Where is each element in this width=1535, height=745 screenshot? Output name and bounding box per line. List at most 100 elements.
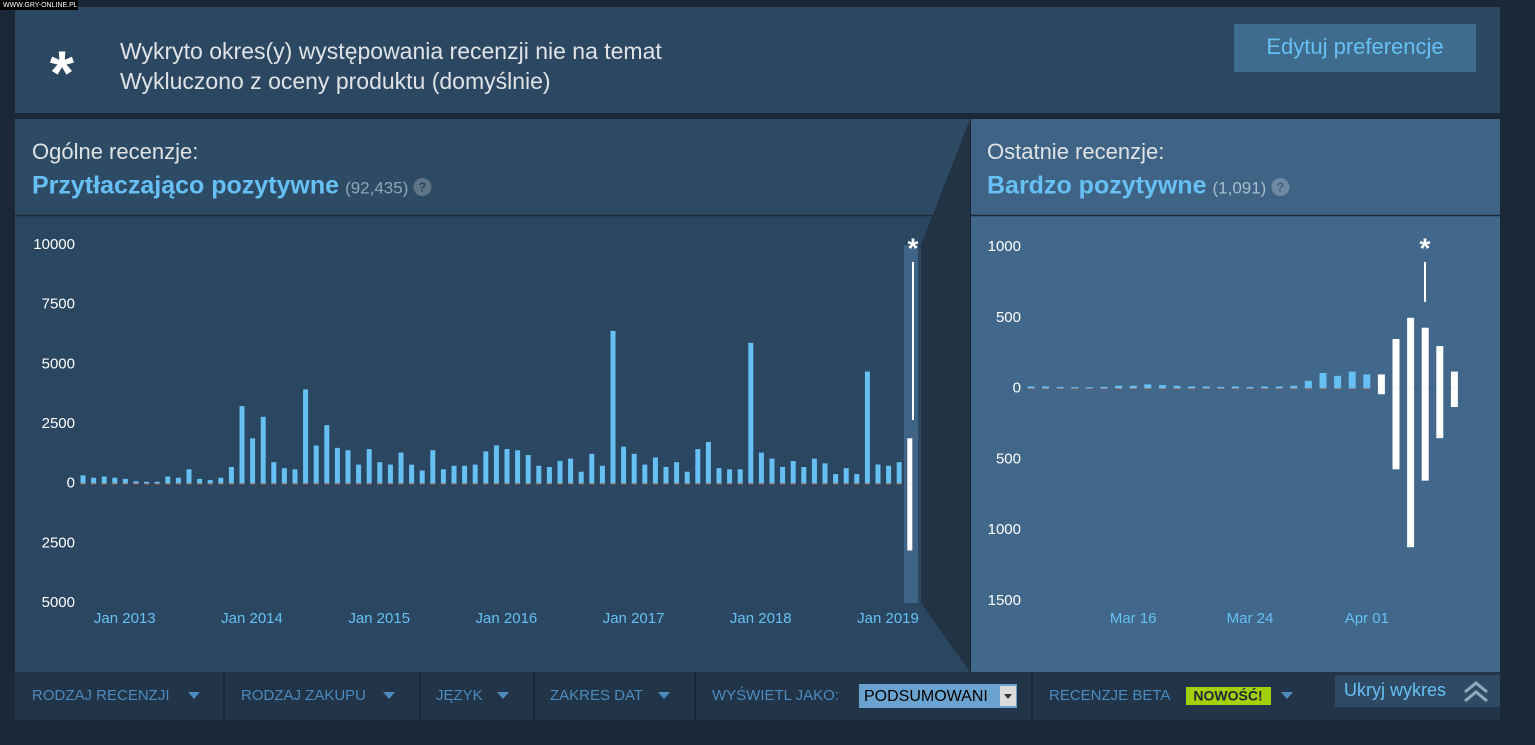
x-tick-label: Jan 2014 <box>221 610 283 627</box>
select-arrow[interactable] <box>1004 694 1012 699</box>
edit-button[interactable] <box>1234 24 1476 72</box>
bar <box>642 464 648 484</box>
dropdown-arrow[interactable] <box>1281 692 1293 699</box>
bar <box>525 455 531 484</box>
bar <box>1173 388 1181 390</box>
filter[interactable]: RODZAJ RECENZJI <box>32 687 170 704</box>
bar <box>250 438 256 484</box>
bar <box>1421 388 1429 481</box>
display-select[interactable] <box>859 684 1017 708</box>
bar <box>260 483 266 485</box>
bar <box>101 483 107 485</box>
bar <box>260 416 266 484</box>
bar <box>1056 388 1064 390</box>
select-clip: PODSUMOWANI <box>864 688 988 705</box>
bar <box>886 483 892 485</box>
bar <box>356 483 362 485</box>
help-icon[interactable] <box>413 178 432 196</box>
help-icon-label[interactable]: ? <box>1276 179 1284 194</box>
bar <box>91 477 97 484</box>
zoom-connector <box>921 119 970 672</box>
bar <box>1144 384 1152 389</box>
bar <box>557 460 563 484</box>
bar <box>377 462 383 484</box>
hide-chart-button[interactable] <box>1335 675 1500 707</box>
bar <box>493 483 499 485</box>
chevron[interactable] <box>1464 690 1488 703</box>
bar <box>462 483 468 485</box>
bar <box>896 462 902 484</box>
dropdown-arrow[interactable] <box>188 692 200 699</box>
bar <box>578 483 584 485</box>
bar <box>472 464 478 484</box>
bar <box>1100 386 1108 389</box>
dropdown-arrow[interactable] <box>658 692 670 699</box>
bar <box>822 483 828 485</box>
y-tick-label: 2500 <box>42 415 75 432</box>
bar <box>451 465 457 484</box>
bar <box>1436 388 1444 439</box>
hide-chart-label[interactable]: Ukryj wykres <box>1344 680 1446 700</box>
bar <box>536 483 542 485</box>
bar <box>663 466 669 484</box>
bar <box>356 464 362 484</box>
bar <box>165 483 171 485</box>
bar <box>833 483 839 485</box>
bar <box>1392 388 1400 470</box>
bar <box>313 445 319 484</box>
bar <box>324 483 330 485</box>
filter[interactable]: RODZAJ ZAKUPU <box>241 687 366 704</box>
bar <box>1377 374 1385 389</box>
bar <box>483 483 489 485</box>
bar <box>1261 388 1269 390</box>
bar <box>546 483 552 485</box>
bar <box>843 483 849 485</box>
y-tick-label: 5000 <box>42 594 75 611</box>
bar <box>907 483 913 551</box>
bar <box>1304 388 1312 390</box>
y-tick-label: 10000 <box>33 236 75 253</box>
y-tick-label: 5000 <box>42 355 75 372</box>
bar <box>1188 386 1196 389</box>
x-tick-label: Apr 01 <box>1345 610 1389 627</box>
bar <box>207 480 213 484</box>
bar <box>631 483 637 485</box>
bar <box>133 483 139 485</box>
dropdown-arrow[interactable] <box>497 692 509 699</box>
dropdown-arrow[interactable] <box>383 692 395 699</box>
chevron[interactable] <box>1464 681 1488 694</box>
bar <box>440 469 446 484</box>
bar <box>366 449 372 484</box>
bar <box>1392 339 1400 389</box>
bar <box>303 483 309 485</box>
bar <box>589 453 595 484</box>
bar <box>493 445 499 484</box>
bar <box>568 458 574 484</box>
bar <box>652 457 658 484</box>
display-value[interactable]: PODSUMOWANI <box>864 688 988 705</box>
filter[interactable]: ZAKRES DAT <box>550 687 643 704</box>
rating: Przytłaczająco pozytywne <box>32 172 339 200</box>
filter[interactable]: JĘZYK <box>436 687 483 704</box>
filter[interactable]: RECENZJE BETA <box>1049 687 1170 704</box>
banner-line: Wykluczono z oceny produktu (domyślnie) <box>120 68 551 94</box>
bar <box>674 483 680 485</box>
bar <box>1144 388 1152 390</box>
review-count: (92,435) <box>345 178 408 197</box>
bar <box>1188 388 1196 390</box>
bar <box>409 464 415 484</box>
help-icon[interactable] <box>1271 178 1290 196</box>
rating: Bardzo pozytywne <box>987 172 1207 200</box>
bar <box>1290 385 1298 389</box>
bar <box>1173 385 1181 389</box>
bar <box>1304 380 1312 389</box>
bar <box>684 483 690 485</box>
edit-button-label[interactable]: Edytuj preferencje <box>1266 34 1443 59</box>
bar <box>599 483 605 485</box>
bar <box>748 342 754 484</box>
bar <box>1071 387 1079 389</box>
bar <box>1261 386 1269 389</box>
bar <box>186 483 192 485</box>
help-icon-label[interactable]: ? <box>418 179 426 194</box>
bar <box>610 330 616 484</box>
